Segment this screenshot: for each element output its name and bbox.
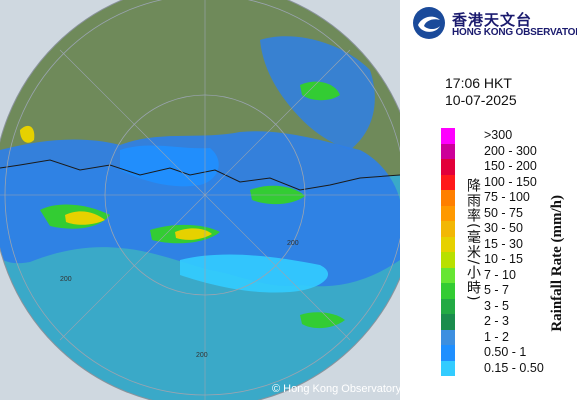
range-label: 200 <box>60 276 72 283</box>
legend-swatch <box>441 314 455 330</box>
radar-map-graphic <box>0 0 400 400</box>
rain-echo-yellow-1 <box>65 211 105 225</box>
rain-echo-yellow-3 <box>20 125 35 143</box>
time-date: 10-07-2025 <box>445 92 517 108</box>
legend-swatch <box>441 267 455 283</box>
legend-label: 1 - 2 <box>484 329 510 344</box>
copyright-text: © Hong Kong Observatory <box>272 383 400 395</box>
range-label: 200 <box>196 352 208 359</box>
grid-line-diag-2 <box>59 49 351 341</box>
coastline <box>0 159 400 191</box>
legend-swatch <box>441 143 455 159</box>
legend-label: 5 - 7 <box>484 283 510 297</box>
legend-label: 50 - 75 <box>484 205 523 220</box>
legend-label: 15 - 30 <box>484 236 523 251</box>
legend-label: 30 - 50 <box>484 221 523 235</box>
legend-label: 3 - 5 <box>484 298 510 313</box>
legend-swatch <box>441 174 455 190</box>
legend-label: 0.15 - 0.50 <box>484 360 544 375</box>
org-name-zh: 香港天文台 <box>452 11 533 29</box>
range-label: 200 <box>287 240 299 247</box>
legend-color-bar <box>441 128 455 376</box>
legend-label: 75 - 100 <box>484 190 530 204</box>
legend-panel: 香港天文台 HONG KONG OBSERVATORY 17:06 HKT 10… <box>400 0 577 400</box>
rain-echo-cyan <box>180 254 329 293</box>
rain-echo-mid <box>120 145 219 187</box>
time-clock: 17:06 HKT <box>445 75 512 91</box>
radar-map: 200 200 200 © Hong Kong Observatory <box>0 0 400 400</box>
legend-label: 0.50 - 1 <box>484 345 527 359</box>
legend-title-zh: 降雨率(毫米/小時) <box>465 178 481 302</box>
legend-label: >300 <box>484 128 513 142</box>
legend-title-en: Rainfall Rate (mm/h) <box>549 195 565 332</box>
legend-swatch <box>441 159 455 175</box>
hko-logo-icon <box>413 7 445 39</box>
legend-swatch <box>441 283 455 299</box>
legend-swatch <box>441 236 455 252</box>
legend-label: 200 - 300 <box>484 143 537 158</box>
timestamp: 17:06 HKT 10-07-2025 <box>445 75 517 109</box>
rain-echo-light <box>0 131 400 287</box>
legend-label: 7 - 10 <box>484 267 516 282</box>
org-name-en: HONG KONG OBSERVATORY <box>452 27 577 38</box>
legend-label: 150 - 200 <box>484 159 537 173</box>
legend-label: 10 - 15 <box>484 252 523 266</box>
legend-swatch <box>441 252 455 268</box>
legend-swatch <box>441 329 455 345</box>
legend-labels: >300 200 - 300 150 - 200 100 - 150 75 - 100 5… <box>484 128 577 376</box>
legend-swatch <box>441 360 455 376</box>
legend-label: 2 - 3 <box>484 314 510 328</box>
legend-swatch <box>441 190 455 206</box>
legend-swatch <box>441 128 455 144</box>
legend-swatch <box>441 221 455 237</box>
hko-logo: 香港天文台 HONG KONG OBSERVATORY <box>412 6 577 40</box>
legend-swatch <box>441 205 455 221</box>
rain-echo-yellow-2 <box>175 228 212 240</box>
legend-swatch <box>441 345 455 361</box>
legend-swatch <box>441 298 455 314</box>
legend-label: 100 - 150 <box>484 174 537 189</box>
rain-echo-green-5 <box>300 81 340 101</box>
